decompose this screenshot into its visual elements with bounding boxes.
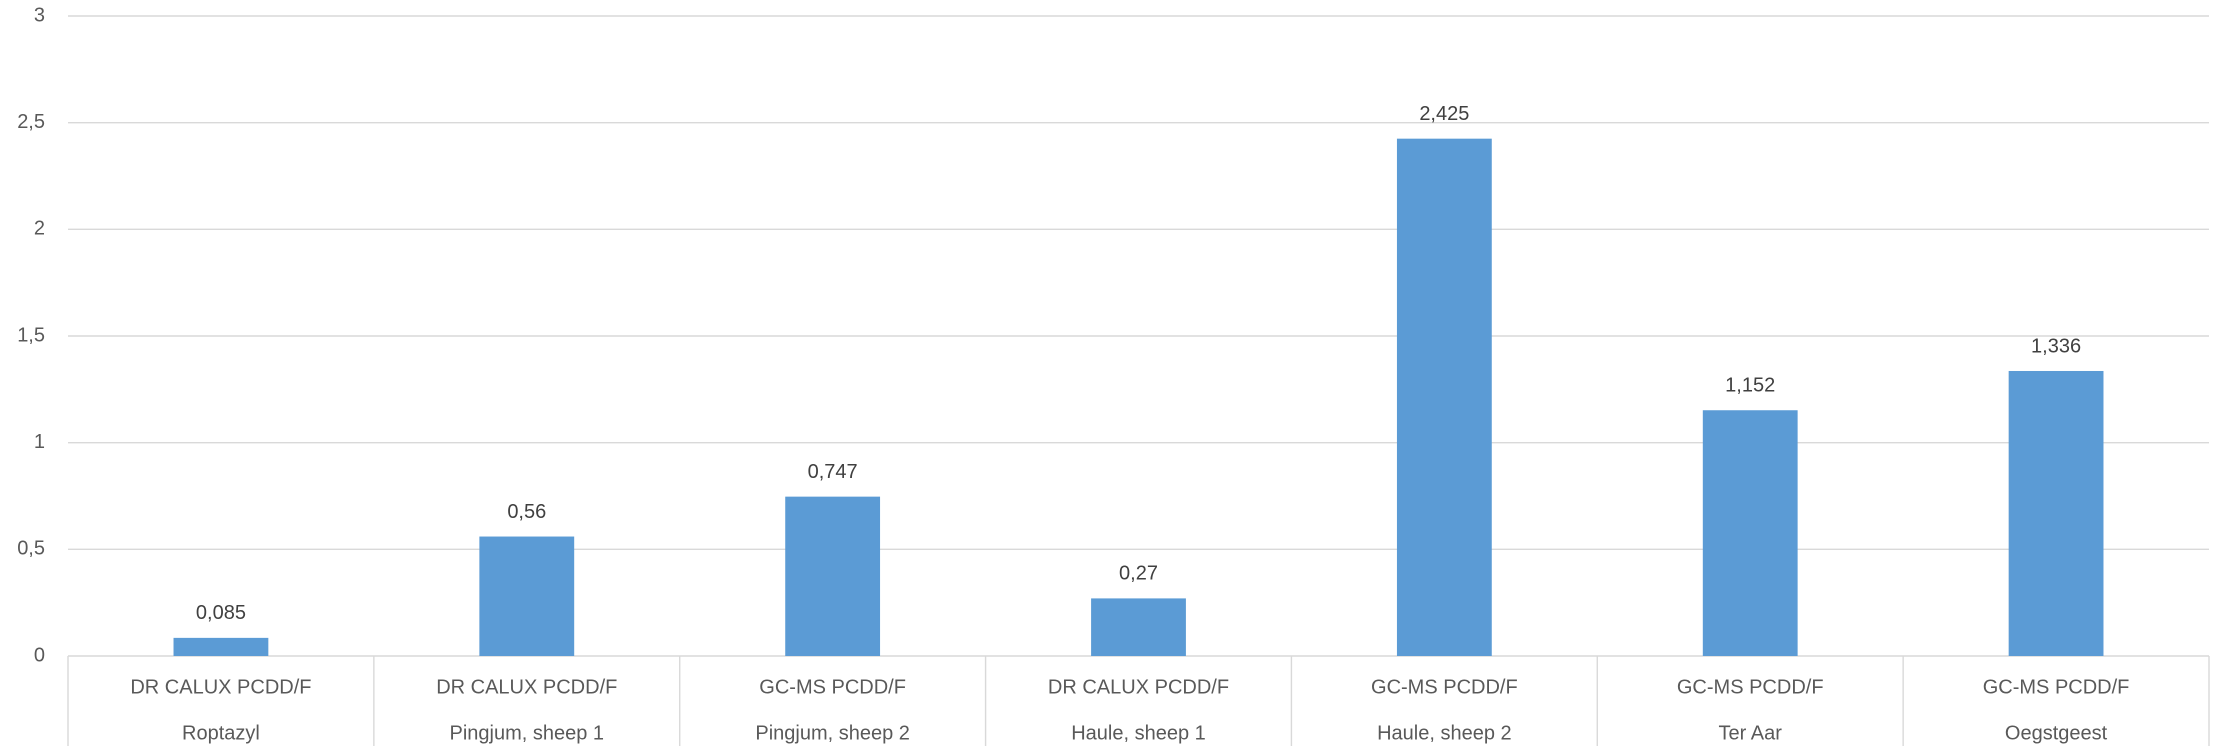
- y-tick-label: 0,5: [17, 538, 45, 560]
- data-label: 1,336: [2031, 335, 2081, 357]
- bar: [173, 637, 269, 656]
- y-tick-label: 1,5: [17, 324, 45, 346]
- x-tick-label: Ter Aar: [1719, 722, 1783, 744]
- data-label: 0,747: [808, 461, 858, 483]
- x-tick-method: GC-MS PCDD/F: [1677, 676, 1824, 698]
- y-tick-label: 2: [34, 218, 45, 240]
- data-label: 1,152: [1725, 375, 1775, 397]
- y-tick-label: 1: [34, 431, 45, 453]
- bar: [1702, 410, 1798, 656]
- bar: [785, 496, 881, 656]
- x-tick-label: Oegstgeest: [2005, 722, 2108, 744]
- x-tick-method: DR CALUX PCDD/F: [1048, 676, 1229, 698]
- data-label: 2,425: [1419, 103, 1469, 125]
- bar: [1396, 138, 1492, 656]
- x-tick-method: GC-MS PCDD/F: [1371, 676, 1518, 698]
- y-tick-label: 3: [34, 4, 45, 26]
- x-tick-method: DR CALUX PCDD/F: [130, 676, 311, 698]
- x-tick-label: Haule, sheep 2: [1377, 722, 1512, 744]
- x-tick-method: GC-MS PCDD/F: [1983, 676, 2130, 698]
- x-tick-label: Roptazyl: [182, 722, 260, 744]
- bar: [2008, 370, 2104, 656]
- x-tick-label: Pingjum, sheep 2: [755, 722, 910, 744]
- y-tick-label: 2,5: [17, 111, 45, 133]
- y-tick-label: 0: [34, 644, 45, 666]
- bar: [1091, 598, 1186, 656]
- data-label: 0,56: [507, 501, 546, 523]
- x-tick-method: DR CALUX PCDD/F: [436, 676, 617, 698]
- x-tick-method: GC-MS PCDD/F: [759, 676, 906, 698]
- bar: [479, 536, 575, 656]
- x-tick-label: Haule, sheep 1: [1071, 722, 1206, 744]
- data-label: 0,27: [1119, 563, 1158, 585]
- data-label: 0,085: [196, 602, 246, 624]
- x-tick-label: Pingjum, sheep 1: [450, 722, 605, 744]
